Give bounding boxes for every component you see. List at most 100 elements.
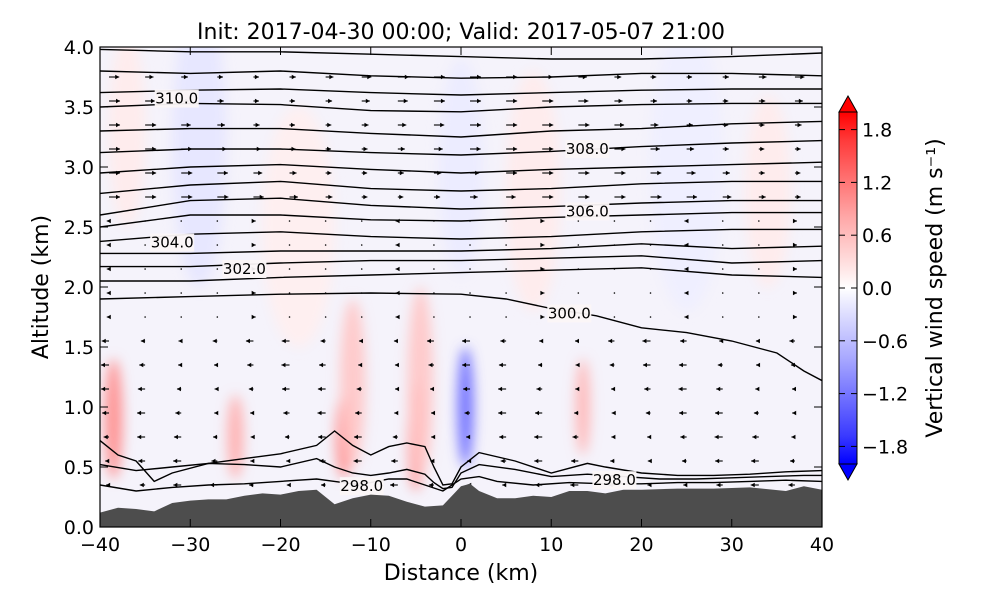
- wind-vector-head: [498, 410, 503, 416]
- terrain-fill: [100, 483, 822, 527]
- wind-vector-head: [106, 314, 111, 320]
- wind-vectors: [100, 74, 805, 488]
- wind-vector: [721, 292, 724, 294]
- wind-vector: [758, 268, 760, 270]
- x-tick-label: 20: [629, 534, 653, 556]
- wind-vector: [216, 220, 219, 222]
- theta-contour: [100, 120, 822, 138]
- wind-vector-head: [647, 458, 652, 464]
- w-feature: [340, 299, 366, 467]
- wind-vector-head: [428, 362, 433, 368]
- wind-vector: [505, 268, 507, 270]
- wind-vector-head: [714, 434, 719, 440]
- x-axis-label: Distance (km): [384, 561, 539, 586]
- wind-vector-head: [250, 434, 255, 440]
- wind-vector-head: [678, 362, 683, 368]
- wind-vector: [180, 268, 183, 270]
- wind-vector-head: [329, 74, 334, 80]
- wind-vector: [144, 268, 146, 270]
- wind-vector-head: [137, 434, 142, 440]
- contour-label-bg: [339, 477, 384, 496]
- wind-vector-head: [462, 362, 467, 368]
- wind-vector-head: [281, 338, 286, 344]
- wind-vector-head: [610, 458, 615, 464]
- contour-label: 308.0: [566, 140, 609, 158]
- y-tick-label: 0.0: [64, 517, 94, 539]
- theta-contour: [100, 228, 822, 243]
- wind-vector: [758, 316, 760, 318]
- wind-vector-head: [101, 338, 106, 344]
- wind-vector-head: [254, 98, 259, 104]
- wind-vector: [469, 292, 471, 294]
- wind-vector-head: [611, 410, 616, 416]
- theta-contour: [100, 180, 822, 195]
- wind-vector-head: [105, 458, 110, 464]
- colorbar-tick-label: −0.6: [862, 331, 908, 353]
- colorbar-tick-label: 1.2: [862, 172, 892, 194]
- wind-vector-head: [317, 410, 322, 416]
- wind-vector-head: [138, 458, 143, 464]
- wind-vector-head: [755, 338, 760, 344]
- wind-vector-head: [539, 338, 544, 344]
- wind-vector-head: [320, 338, 325, 344]
- wind-vector-head: [430, 386, 435, 392]
- wind-vector-head: [657, 170, 662, 176]
- wind-vector-head: [797, 122, 802, 128]
- wind-vector-head: [760, 170, 765, 176]
- wind-vector-head: [642, 362, 647, 368]
- wind-vector-head: [574, 338, 579, 344]
- wind-vector-head: [792, 242, 797, 248]
- wind-vector-head: [286, 482, 291, 488]
- wind-vector-head: [788, 482, 793, 488]
- y-axis-label: Altitude (km): [29, 215, 54, 359]
- wind-vector-head: [214, 386, 219, 392]
- wind-vector-head: [318, 434, 323, 440]
- wind-vector-head: [178, 362, 183, 368]
- contour-label: 304.0: [151, 234, 194, 252]
- wind-vector: [288, 244, 291, 246]
- x-tick-label: −20: [260, 534, 300, 556]
- wind-vector-head: [186, 122, 191, 128]
- wind-vector-head: [575, 386, 580, 392]
- wind-vector-head: [717, 362, 722, 368]
- wind-vector-head: [645, 410, 650, 416]
- y-tick-label: 3.5: [64, 97, 94, 119]
- wind-vector-head: [499, 434, 504, 440]
- wind-vector-head: [549, 194, 554, 200]
- wind-vector-head: [248, 386, 253, 392]
- wind-vector: [505, 316, 507, 318]
- wind-vector-head: [247, 362, 252, 368]
- wind-vector-head: [152, 194, 157, 200]
- wind-vector-head: [681, 458, 686, 464]
- wind-vector: [324, 268, 327, 270]
- wind-vector-head: [438, 146, 443, 152]
- wind-vector-head: [149, 74, 154, 80]
- wind-vector-head: [750, 482, 755, 488]
- wind-vector-head: [290, 122, 295, 128]
- wind-vector-head: [693, 194, 698, 200]
- wind-vector-head: [436, 194, 441, 200]
- w-feature: [407, 287, 434, 479]
- wind-vector-head: [500, 458, 505, 464]
- wind-vector-head: [353, 434, 358, 440]
- wind-vector-head: [575, 362, 580, 368]
- wind-vector-head: [392, 434, 397, 440]
- wind-vector-head: [684, 290, 689, 296]
- wind-vector-head: [502, 482, 507, 488]
- wind-vector: [180, 316, 183, 318]
- y-tick-label: 2.0: [64, 277, 94, 299]
- wind-vector-head: [585, 194, 590, 200]
- wind-vector-head: [250, 458, 255, 464]
- wind-vector-head: [363, 146, 368, 152]
- wind-vector: [144, 292, 146, 294]
- wind-vector-head: [395, 386, 400, 392]
- wind-vector-head: [574, 410, 579, 416]
- colorbar-extend-max: [838, 94, 858, 113]
- wind-vector: [360, 268, 363, 270]
- colorbar-ticks: 1.8 1.2 0.6 0.0 −0.6 −1.2 −1.8: [839, 120, 908, 458]
- wind-vector-head: [684, 218, 689, 224]
- wind-vector-head: [284, 434, 289, 440]
- wind-vector: [360, 220, 363, 222]
- wind-vector: [360, 316, 363, 318]
- wind-vector-head: [688, 98, 693, 104]
